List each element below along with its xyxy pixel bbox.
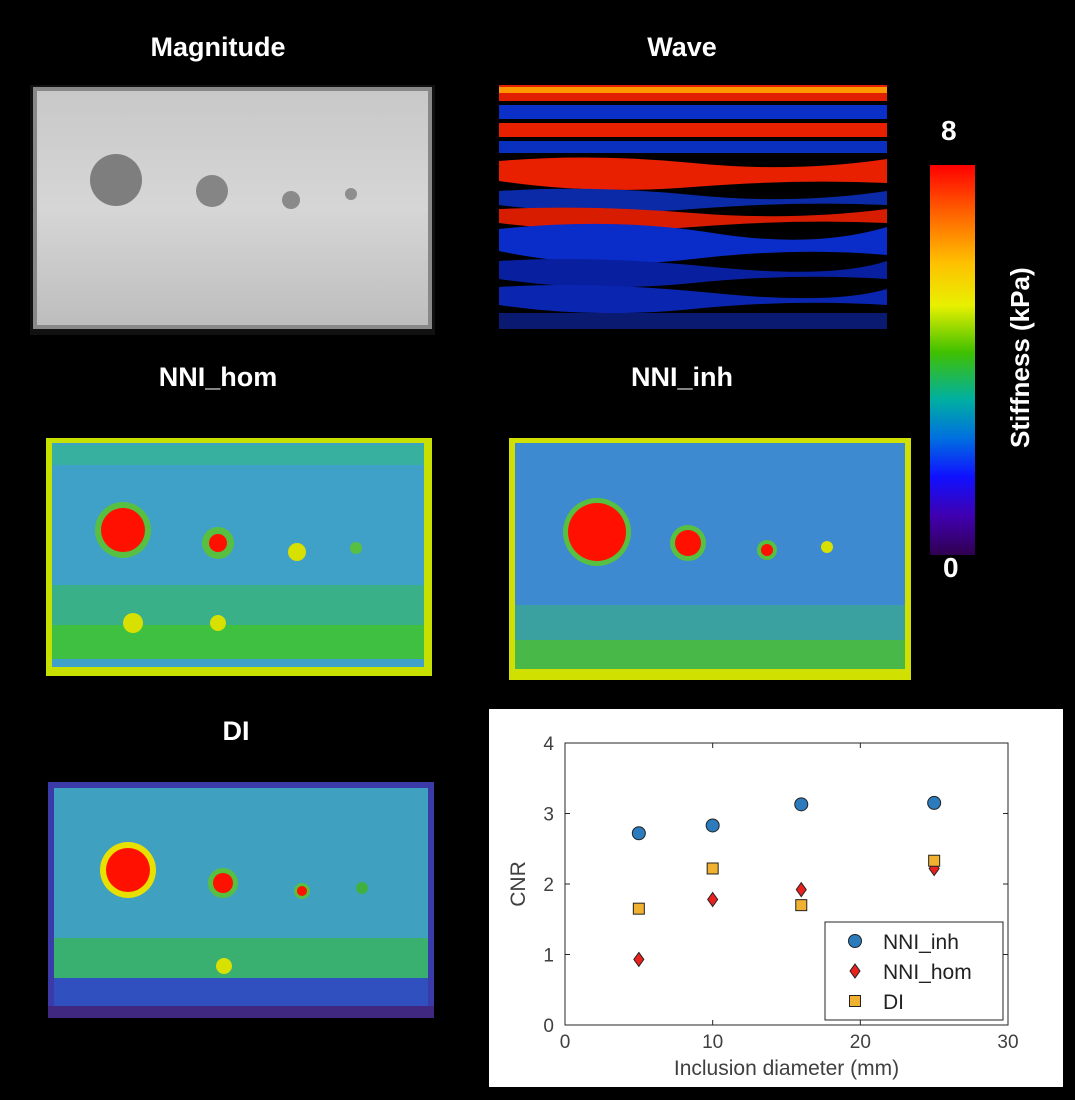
legend-marker bbox=[849, 963, 861, 979]
nni-hom-map bbox=[38, 435, 436, 680]
data-point-di bbox=[632, 902, 645, 915]
nni-inh-title: NNI_inh bbox=[630, 362, 733, 392]
data-point-di bbox=[795, 899, 808, 912]
legend-marker bbox=[849, 995, 861, 1007]
legend-label: NNI_hom bbox=[883, 961, 972, 984]
cnr-chart: 0 10 20 30 0 1 2 3 4 Inclusion diameter (mm) CNR… bbox=[489, 709, 1063, 1087]
x-tick-label: 10 bbox=[702, 1032, 723, 1053]
colorbar-max-label: 8 bbox=[941, 115, 957, 146]
colorbar-title: Stiffness (kPa) bbox=[1005, 267, 1035, 448]
data-point-nni-inh bbox=[927, 795, 942, 810]
data-point-nni-inh bbox=[631, 826, 646, 841]
y-tick-label: 4 bbox=[543, 734, 554, 755]
wave-image bbox=[493, 83, 893, 338]
x-tick-label: 0 bbox=[560, 1032, 571, 1053]
nni-inh-map bbox=[505, 435, 917, 682]
data-point-nni-inh bbox=[705, 818, 720, 833]
cnr-chart-svg: 0 10 20 30 0 1 2 3 4 Inclusion diameter (mm) CNR… bbox=[507, 734, 1019, 1080]
data-point-nni-hom bbox=[633, 951, 645, 968]
wave-title: Wave bbox=[647, 32, 717, 62]
di-title: DI bbox=[222, 716, 250, 746]
data-point-di bbox=[928, 854, 941, 867]
colorbar-min-label: 0 bbox=[943, 552, 959, 583]
legend: NNI_inh NNI_hom DI bbox=[824, 921, 1004, 1021]
x-tick-label: 30 bbox=[997, 1032, 1018, 1053]
y-tick-label: 3 bbox=[543, 805, 554, 826]
data-point-nni-hom bbox=[707, 891, 719, 908]
magnitude-image bbox=[30, 85, 435, 335]
y-tick-label: 0 bbox=[543, 1016, 554, 1037]
data-point-di bbox=[706, 862, 719, 875]
data-point-nni-inh bbox=[794, 797, 809, 812]
x-axis-label: Inclusion diameter (mm) bbox=[674, 1057, 899, 1080]
y-axis-label: CNR bbox=[507, 861, 530, 907]
magnitude-title: Magnitude bbox=[150, 32, 286, 62]
stiffness-colorbar bbox=[930, 165, 975, 555]
x-tick-label: 20 bbox=[850, 1032, 871, 1053]
data-point-nni-hom bbox=[795, 881, 807, 898]
di-map bbox=[40, 778, 438, 1024]
nni-hom-title: NNI_hom bbox=[158, 362, 278, 392]
legend-marker bbox=[848, 934, 862, 948]
y-tick-label: 1 bbox=[543, 946, 554, 967]
legend-label: NNI_inh bbox=[883, 931, 959, 954]
y-tick-label: 2 bbox=[543, 875, 554, 896]
legend-label: DI bbox=[883, 991, 904, 1014]
